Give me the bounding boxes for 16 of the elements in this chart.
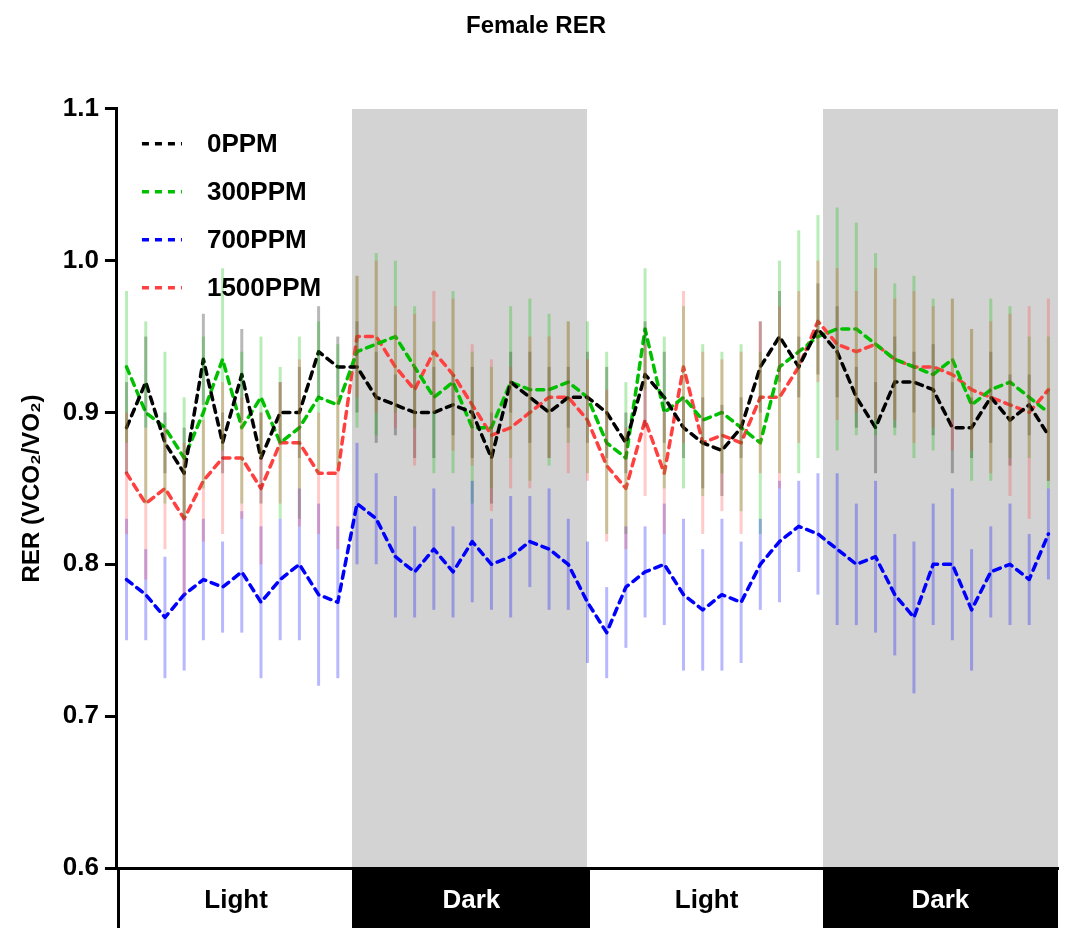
y-tick-label: 0.6 xyxy=(62,851,99,882)
text: Dark xyxy=(352,870,588,928)
legend-label: 1500PPM xyxy=(206,271,322,302)
text: Dark xyxy=(822,870,1058,928)
chart-title: Female RER xyxy=(465,11,607,39)
legend-label: 0PPM xyxy=(206,127,278,158)
legend-label: 300PPM xyxy=(206,175,307,206)
legend-label: 700PPM xyxy=(206,223,307,254)
y-tick-label: 0.8 xyxy=(62,547,99,578)
y-tick-label: 1.1 xyxy=(62,91,99,122)
y-tick-label: 1.0 xyxy=(62,243,99,274)
text: Light xyxy=(116,870,353,928)
y-axis-title: RER (VCO₂/VO₂) xyxy=(17,394,45,583)
y-tick-label: 0.7 xyxy=(62,699,99,730)
text: Light xyxy=(587,870,823,928)
y-tick-label: 0.9 xyxy=(62,395,99,426)
